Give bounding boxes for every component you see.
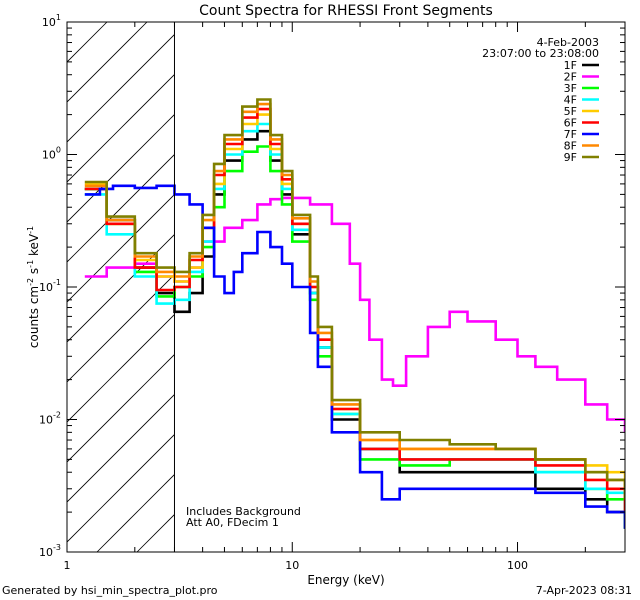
series-line-7F bbox=[84, 184, 625, 529]
footer-generated-by: Generated by hsi_min_spectra_plot.pro bbox=[2, 584, 218, 597]
legend-label-8F: 8F bbox=[564, 140, 577, 153]
hatch-line bbox=[67, 433, 175, 543]
y-tick-label: 10-2 bbox=[39, 411, 61, 427]
annotation-attenuator: Att A0, FDecim 1 bbox=[186, 516, 279, 529]
series-line-1F bbox=[84, 129, 625, 529]
footer-timestamp: 7-Apr-2023 08:31 bbox=[536, 584, 632, 597]
hatch-line bbox=[67, 393, 175, 503]
series-line-9F bbox=[84, 98, 625, 500]
excluded-energy-region bbox=[67, 22, 175, 552]
y-axis-label-part: counts cm bbox=[27, 286, 41, 348]
annotation-background: Includes Background bbox=[186, 505, 301, 518]
legend-label-5F: 5F bbox=[564, 105, 577, 118]
hatch-line bbox=[67, 193, 175, 303]
chart-title: Count Spectra for RHESSI Front Segments bbox=[199, 3, 493, 19]
hatch-line bbox=[67, 73, 175, 183]
x-axis-label: Energy (keV) bbox=[307, 573, 384, 587]
y-tick-label: 10-3 bbox=[39, 543, 61, 559]
legend-date: 4-Feb-2003 bbox=[537, 36, 599, 49]
y-tick-label: 100 bbox=[42, 146, 61, 162]
legend-label-7F: 7F bbox=[564, 128, 577, 141]
legend-label-3F: 3F bbox=[564, 82, 577, 95]
legend-time-range: 23:07:00 to 23:08:00 bbox=[482, 47, 599, 60]
legend-label-4F: 4F bbox=[564, 94, 577, 107]
x-tick-label: 10 bbox=[285, 559, 299, 572]
axes: 1 10 100 10-3 10-2 10-1 100 101 bbox=[39, 13, 626, 572]
x-tick-label: 1 bbox=[64, 559, 71, 572]
y-axis-label: counts cm-2 s-1 keV-1 bbox=[26, 226, 41, 348]
series-line-6F bbox=[84, 107, 625, 513]
y-axis-label-exp: -1 bbox=[26, 226, 35, 234]
y-axis-label-part: s bbox=[27, 268, 41, 278]
y-tick-label: 10-1 bbox=[39, 278, 61, 294]
series-lines bbox=[84, 98, 625, 529]
hatch-line bbox=[67, 233, 175, 343]
legend-label-6F: 6F bbox=[564, 117, 577, 130]
y-axis-label-exp: -1 bbox=[26, 260, 35, 268]
y-tick-label: 101 bbox=[42, 13, 61, 29]
legend-label-9F: 9F bbox=[564, 151, 577, 164]
y-axis-label-part: keV bbox=[27, 233, 41, 260]
legend: 4-Feb-2003 23:07:00 to 23:08:00 1F2F3F4F… bbox=[482, 36, 599, 164]
y-axis-label-exp: -2 bbox=[26, 278, 35, 286]
legend-label-2F: 2F bbox=[564, 71, 577, 84]
series-line-2F bbox=[84, 196, 625, 433]
hatch-line bbox=[67, 22, 108, 63]
series-line-4F bbox=[84, 122, 625, 513]
hatch-line bbox=[67, 273, 175, 383]
x-tick-label: 100 bbox=[507, 559, 528, 572]
hatch-line bbox=[67, 33, 175, 143]
legend-label-1F: 1F bbox=[564, 59, 577, 72]
